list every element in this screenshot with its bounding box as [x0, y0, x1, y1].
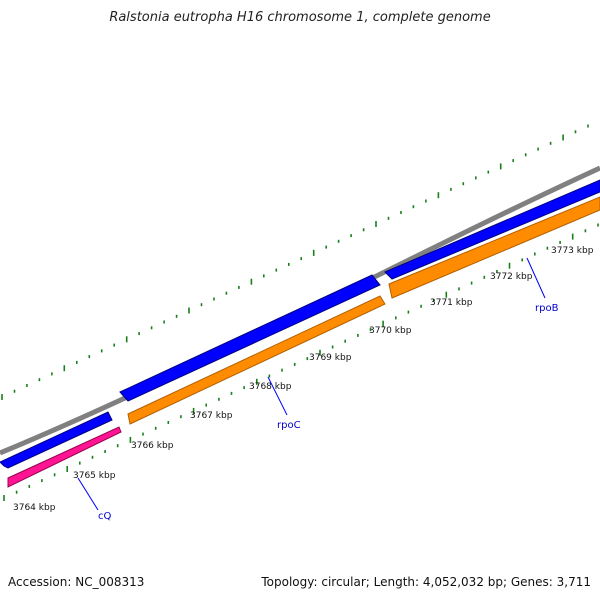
outer-tick-marks — [1, 124, 589, 400]
gene-label-rpob: rpoB — [535, 303, 559, 314]
scale-label-3770: 3770 kbp — [369, 326, 412, 336]
reverse-cds-pink — [7, 426, 122, 488]
gene-label-rpoc: rpoC — [277, 420, 301, 431]
gene-leader-rpob — [526, 257, 546, 299]
forward-cds-1 — [0, 411, 113, 469]
accession-text: Accession: NC_008313 — [8, 575, 145, 589]
topology-text: Topology: circular; Length: 4,052,032 bp… — [261, 575, 591, 589]
scale-label-3771: 3771 kbp — [430, 298, 473, 308]
map-title: Ralstonia eutropha H16 chromosome 1, com… — [109, 10, 491, 25]
scale-labels: 3764 kbp 3765 kbp 3766 kbp 3767 kbp 3768… — [13, 246, 594, 513]
forward-cds-3 — [384, 179, 600, 280]
scale-label-3766: 3766 kbp — [131, 441, 174, 451]
scale-label-3772: 3772 kbp — [490, 272, 533, 282]
scale-label-3769: 3769 kbp — [309, 353, 352, 363]
forward-cds-2 — [119, 274, 381, 402]
scale-label-3767: 3767 kbp — [190, 411, 233, 421]
reverse-cds-orange-1 — [127, 295, 386, 425]
scale-label-3773: 3773 kbp — [551, 246, 594, 256]
gene-label-cq: cQ — [98, 511, 111, 522]
gene-leader-rpoc — [267, 376, 288, 416]
gene-labels: cQ rpoC rpoB — [77, 257, 559, 522]
gene-leader-cq — [77, 477, 99, 511]
scale-label-3765: 3765 kbp — [73, 471, 116, 481]
inner-tick-marks — [3, 223, 599, 501]
scale-label-3764: 3764 kbp — [13, 503, 56, 513]
reverse-cds-orange-2 — [388, 196, 600, 299]
scale-label-3768: 3768 kbp — [249, 382, 292, 392]
